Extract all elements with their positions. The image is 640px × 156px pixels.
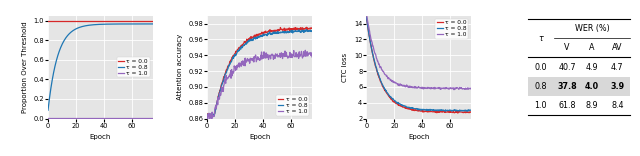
X-axis label: Epoch: Epoch: [408, 134, 429, 140]
Y-axis label: CTC loss: CTC loss: [342, 53, 348, 82]
X-axis label: Epoch: Epoch: [249, 134, 270, 140]
Text: 4.7: 4.7: [611, 63, 623, 72]
Text: AV: AV: [612, 43, 623, 52]
Text: 40.7: 40.7: [558, 63, 576, 72]
Y-axis label: Attention accuracy: Attention accuracy: [177, 34, 182, 100]
Text: 37.8: 37.8: [557, 82, 577, 91]
Text: 4.9: 4.9: [586, 63, 598, 72]
Text: 0.8: 0.8: [534, 82, 547, 91]
Y-axis label: Proportion Over Threshold: Proportion Over Threshold: [22, 21, 28, 113]
Legend: τ = 0.0, τ = 0.8, τ = 1.0: τ = 0.0, τ = 0.8, τ = 1.0: [435, 19, 468, 39]
Text: 1.0: 1.0: [534, 101, 547, 110]
Text: 3.9: 3.9: [611, 82, 625, 91]
Text: 0.0: 0.0: [534, 63, 547, 72]
Text: 8.9: 8.9: [586, 101, 598, 110]
Bar: [528, 77, 630, 96]
Text: 4.0: 4.0: [585, 82, 599, 91]
Text: 61.8: 61.8: [558, 101, 576, 110]
Legend: τ = 0.0, τ = 0.8, τ = 1.0: τ = 0.0, τ = 0.8, τ = 1.0: [276, 95, 309, 116]
Text: 8.4: 8.4: [611, 101, 623, 110]
X-axis label: Epoch: Epoch: [90, 134, 111, 140]
Text: WER (%): WER (%): [575, 24, 609, 33]
Text: τ: τ: [538, 34, 543, 43]
Text: V: V: [564, 43, 570, 52]
Text: A: A: [589, 43, 595, 52]
Legend: τ = 0.0, τ = 0.8, τ = 1.0: τ = 0.0, τ = 0.8, τ = 1.0: [116, 57, 150, 77]
